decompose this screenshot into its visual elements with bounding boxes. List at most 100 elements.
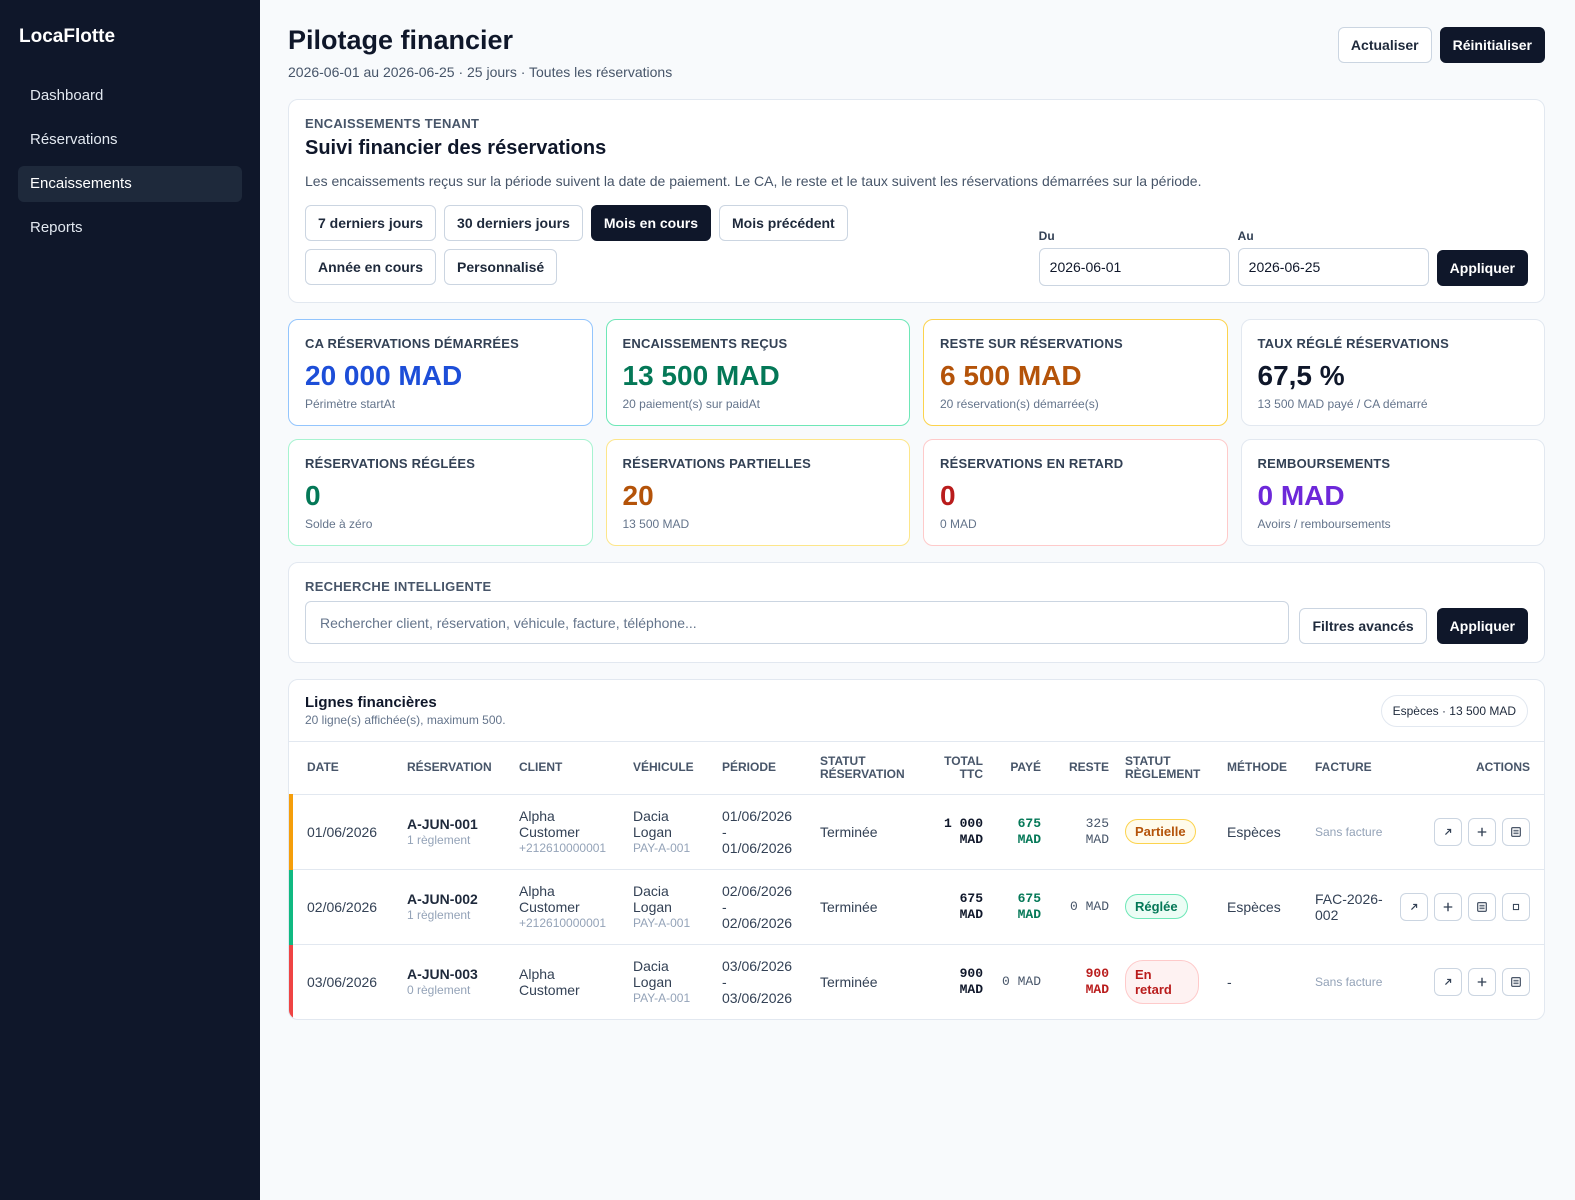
kpi-card: Réservations partielles 20 13 500 MAD: [605, 439, 910, 546]
preset-button[interactable]: Personnalisé: [444, 249, 558, 285]
vehicle-name: Dacia Logan: [633, 957, 672, 990]
add-payment-button[interactable]: [1468, 967, 1496, 996]
column-header: Client: [511, 742, 625, 795]
kpi-subtext: 20 paiement(s) sur paidAt: [622, 397, 760, 411]
open-reservation-button[interactable]: [1434, 817, 1462, 846]
reset-button[interactable]: Réinitialiser: [1439, 27, 1545, 63]
add-payment-button[interactable]: [1434, 892, 1462, 921]
plus-icon: [1443, 902, 1453, 911]
table-row[interactable]: 02/06/2026 A-JUN-002 1 règlement Alpha Cust…: [289, 869, 1544, 945]
financial-lines: Lignes financières 20 ligne(s) affichée(…: [288, 679, 1545, 1020]
plus-icon: [1477, 827, 1487, 836]
column-header: Période: [714, 742, 812, 795]
add-payment-button[interactable]: [1468, 817, 1496, 846]
kpi-label: Réservations réglées: [305, 456, 476, 471]
date-cell: 02/06/2026: [289, 869, 399, 945]
sidebar: LocaFlotte Dashboard Réservations Encais…: [0, 0, 260, 1200]
date-range: Du Au Appliquer: [1038, 229, 1528, 286]
preset-button[interactable]: Mois en cours: [590, 205, 712, 241]
panel-eyebrow: ENCAISSEMENTS TENANT: [305, 116, 480, 131]
vehicle-plate: PAY-A-001: [633, 990, 691, 1005]
external-link-icon: [1445, 978, 1452, 985]
vehicle-name: Dacia Logan: [633, 807, 672, 840]
kpi-card: Taux réglé réservations 67,5 % 13 500 MAD …: [1240, 319, 1545, 426]
kpi-subtext: 0 MAD: [940, 517, 977, 531]
period-separator: -: [722, 898, 727, 915]
invoice-button[interactable]: [1468, 892, 1496, 921]
reservation-cell: A-JUN-002 1 règlement: [399, 869, 511, 945]
table-head-row: Date Réservation Client Véhicule Période Stat…: [291, 742, 1544, 795]
sidebar-item-encaissements[interactable]: Encaissements: [18, 166, 242, 202]
client-name: Alpha Customer: [519, 882, 580, 915]
document-icon: [1511, 976, 1521, 987]
client-phone: +212610000001: [519, 915, 607, 930]
client-cell: Alpha Customer +212610000001: [511, 869, 625, 945]
main-content: Pilotage financier 2026-06-01 au 2026-06…: [288, 22, 1545, 1020]
table-row[interactable]: 03/06/2026 A-JUN-003 0 règlement Alpha Cust…: [289, 944, 1544, 1019]
kpi-card: Encaissements reçus 13 500 MAD 20 paiement…: [605, 319, 910, 426]
apply-period-button[interactable]: Appliquer: [1436, 250, 1528, 286]
paid-cell: 675 MAD: [991, 794, 1049, 870]
sidebar-item-dashboard[interactable]: Dashboard: [30, 87, 104, 104]
reservation-ref[interactable]: A-JUN-001: [407, 815, 478, 832]
search-input[interactable]: [305, 601, 1290, 644]
open-reservation-button[interactable]: [1400, 892, 1428, 921]
reservation-ref[interactable]: A-JUN-002: [407, 890, 478, 907]
sidebar-item-reservations[interactable]: Réservations: [30, 131, 118, 148]
preset-button[interactable]: Mois précédent: [719, 205, 848, 241]
invoice-button[interactable]: [1502, 817, 1530, 846]
plus-icon: [1477, 977, 1487, 987]
vehicle-plate: PAY-A-001: [633, 840, 691, 855]
vehicle-cell: Dacia Logan PAY-A-001: [625, 869, 714, 945]
preset-button[interactable]: 7 derniers jours: [305, 205, 437, 241]
column-header: Reste: [1049, 742, 1117, 795]
kpi-card: Réservations réglées 0 Solde à zéro: [288, 439, 593, 546]
invoice-cell[interactable]: FAC-2026-002: [1307, 869, 1391, 945]
document-icon: [1511, 826, 1521, 837]
method-cell: -: [1227, 973, 1232, 990]
table-row[interactable]: 01/06/2026 A-JUN-001 1 règlement Alpha Cust…: [289, 794, 1544, 870]
invoice-cell: Sans facture: [1315, 974, 1383, 989]
sidebar-item-reports[interactable]: Reports: [30, 219, 83, 236]
kpi-value: 0 MAD: [1257, 480, 1345, 511]
column-header: Total TTC: [924, 742, 991, 795]
square-icon: [1512, 903, 1520, 910]
preset-button[interactable]: Année en cours: [305, 249, 437, 285]
period-start: 02/06/2026: [722, 882, 793, 899]
refresh-button[interactable]: Actualiser: [1337, 27, 1432, 63]
payment-count: 1 règlement: [407, 907, 471, 922]
client-phone: +212610000001: [519, 840, 607, 855]
receipt-button[interactable]: [1502, 892, 1530, 921]
advanced-filters-button[interactable]: Filtres avancés: [1299, 608, 1427, 644]
reservation-ref[interactable]: A-JUN-003: [407, 965, 478, 982]
page-header: Pilotage financier 2026-06-01 au 2026-06…: [288, 25, 1545, 99]
column-header: Véhicule: [625, 742, 714, 795]
period-panel: ENCAISSEMENTS TENANT Suivi financier des…: [288, 99, 1545, 303]
column-header: Actions: [1391, 742, 1544, 795]
kpi-value: 20: [622, 480, 654, 511]
actions-cell: [1391, 869, 1544, 945]
status-badge: En retard: [1125, 959, 1199, 1004]
actions-cell: [1391, 944, 1544, 1019]
search-row: Filtres avancés Appliquer: [305, 601, 1528, 644]
invoice-button[interactable]: [1502, 967, 1530, 996]
vehicle-name: Dacia Logan: [633, 882, 672, 915]
date-to-input[interactable]: [1237, 248, 1429, 286]
brand-logo[interactable]: LocaFlotte: [19, 26, 116, 47]
column-header: Statut règlement: [1117, 742, 1219, 795]
kpi-subtext: 13 500 MAD: [622, 517, 690, 531]
reservation-cell: A-JUN-001 1 règlement: [399, 794, 511, 870]
date-from-input[interactable]: [1038, 248, 1230, 286]
open-reservation-button[interactable]: [1434, 967, 1462, 996]
apply-search-button[interactable]: Appliquer: [1436, 608, 1528, 644]
external-link-icon: [1445, 828, 1452, 835]
kpi-subtext: Avoirs / remboursements: [1257, 517, 1391, 531]
payment-status-cell: Partielle: [1117, 794, 1219, 870]
actions-cell: [1391, 794, 1544, 870]
panel-description: Les encaissements reçus sur la période s…: [305, 173, 1202, 189]
preset-button[interactable]: 30 derniers jours: [444, 205, 583, 241]
row-actions: [1399, 967, 1530, 996]
table-body: 01/06/2026 A-JUN-001 1 règlement Alpha Cust…: [289, 794, 1544, 1019]
period-start: 01/06/2026: [722, 807, 793, 824]
kpi-label: Remboursements: [1257, 456, 1391, 471]
